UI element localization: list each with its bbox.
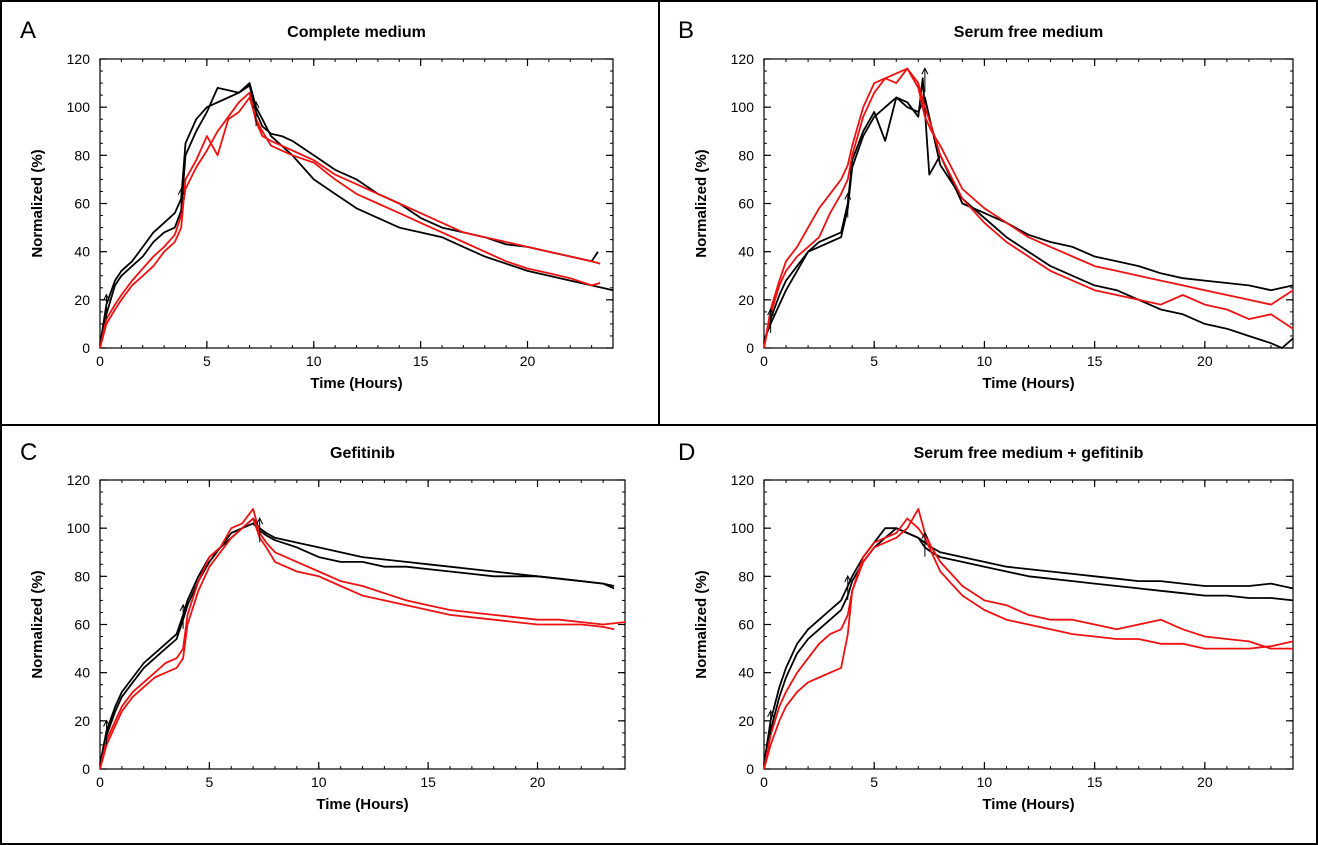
x-tick-label: 20 [1197, 353, 1213, 369]
panel-title: Serum free medium + gefitinib [914, 445, 1144, 462]
treatment-arrow-head [921, 531, 929, 539]
panel-b: B Serum free medium 0 5 10 15 20 0 20 40 60 80 100 12… [678, 17, 1294, 392]
y-tick-label: 80 [74, 568, 90, 584]
series-line-black-1 [99, 84, 599, 346]
x-axis-label: Time (Hours) [310, 375, 402, 392]
treatment-arrow-head [921, 67, 929, 75]
x-axis-label: Time (Hours) [316, 796, 408, 813]
x-tick-label: 10 [977, 774, 993, 790]
x-axis-label: Time (Hours) [982, 796, 1074, 813]
x-tick-label: 15 [420, 774, 436, 790]
y-tick-label: 120 [67, 472, 91, 488]
panel-letter: A [20, 17, 36, 44]
y-tick-label: 80 [74, 147, 90, 163]
treatment-arrow-head [102, 293, 110, 301]
treatment-arrow-head [252, 100, 260, 109]
y-tick-label: 120 [731, 51, 755, 67]
y-axis-label: Normalized (%) [29, 570, 46, 678]
y-tick-label: 80 [738, 568, 754, 584]
x-tick-label: 20 [1197, 774, 1213, 790]
y-tick-label: 100 [67, 99, 91, 115]
panel-letter: B [678, 17, 694, 44]
panel-letter: C [20, 439, 37, 466]
series-line-red-4 [99, 517, 615, 770]
treatment-arrow-head [844, 192, 852, 200]
x-tick-label: 0 [96, 353, 104, 369]
x-tick-label: 0 [96, 774, 104, 790]
series-line-red-3 [763, 517, 1294, 770]
treatment-arrow-head [844, 574, 852, 583]
x-tick-label: 10 [306, 353, 322, 369]
treatment-arrow-head [103, 719, 111, 727]
panel-c: C Gefitinib 0 5 10 15 20 0 20 40 60 80 100 120 Time (H… [20, 439, 626, 813]
y-axis-label: Normalized (%) [693, 570, 710, 678]
panel-a: A Complete medium 0 5 10 15 20 0 20 40 60 80 100 120 T… [20, 17, 614, 392]
y-tick-label: 40 [74, 665, 90, 681]
x-axis-label: Time (Hours) [982, 375, 1074, 392]
panel-title: Serum free medium [954, 24, 1103, 41]
y-tick-label: 40 [738, 244, 754, 260]
plot-area-border [763, 58, 1294, 349]
series-line-red-4 [99, 96, 601, 349]
x-tick-label: 5 [203, 353, 211, 369]
y-tick-label: 60 [738, 196, 754, 212]
y-tick-label: 20 [738, 292, 754, 308]
y-axis-label: Normalized (%) [29, 149, 46, 257]
y-tick-label: 0 [746, 761, 754, 777]
y-tick-label: 40 [738, 665, 754, 681]
y-tick-label: 0 [82, 761, 90, 777]
x-tick-label: 0 [760, 774, 768, 790]
series-line-red-3 [99, 91, 601, 349]
y-tick-label: 0 [746, 340, 754, 356]
y-tick-label: 60 [74, 617, 90, 633]
treatment-arrow-head [767, 307, 775, 316]
plot-area-border [99, 58, 614, 349]
y-tick-label: 20 [74, 713, 90, 729]
series-line-red-3 [763, 67, 1294, 349]
series-line-black-2 [99, 82, 614, 349]
x-tick-label: 15 [1087, 774, 1103, 790]
series-line-black-1 [99, 517, 615, 765]
series-line-black-2 [763, 527, 1294, 767]
panel-title: Gefitinib [330, 445, 395, 462]
y-tick-label: 20 [74, 292, 90, 308]
y-tick-label: 0 [82, 340, 90, 356]
treatment-arrow-head [767, 709, 775, 718]
x-tick-label: 0 [760, 353, 768, 369]
y-axis-label: Normalized (%) [693, 149, 710, 257]
x-tick-label: 10 [311, 774, 327, 790]
y-tick-label: 40 [74, 244, 90, 260]
panel-title: Complete medium [287, 24, 426, 41]
y-tick-label: 20 [738, 713, 754, 729]
x-tick-label: 20 [530, 774, 546, 790]
y-tick-label: 100 [731, 99, 755, 115]
treatment-arrow-head [177, 187, 185, 195]
y-tick-label: 80 [738, 147, 754, 163]
treatment-arrow-head [179, 603, 187, 612]
x-tick-label: 5 [870, 774, 878, 790]
y-tick-label: 100 [731, 520, 755, 536]
x-tick-label: 15 [413, 353, 429, 369]
series-line-red-4 [763, 67, 1294, 349]
treatment-arrow-head [256, 517, 264, 525]
x-tick-label: 5 [205, 774, 213, 790]
y-tick-label: 60 [738, 617, 754, 633]
y-tick-label: 60 [74, 196, 90, 212]
series-line-red-3 [99, 507, 626, 770]
y-tick-label: 120 [731, 472, 755, 488]
y-tick-label: 100 [67, 520, 91, 536]
y-tick-label: 120 [67, 51, 91, 67]
x-tick-label: 5 [870, 353, 878, 369]
panel-letter: D [678, 439, 695, 466]
series-line-black-2 [99, 522, 615, 767]
panel-d: D Serum free medium + gefitinib 0 5 10 15 20 0 2… [678, 439, 1294, 813]
series-line-black-1 [763, 77, 1294, 344]
x-tick-label: 20 [520, 353, 536, 369]
x-tick-label: 15 [1087, 353, 1103, 369]
series-line-black-1 [763, 527, 1294, 765]
x-tick-label: 10 [977, 353, 993, 369]
series-line-red-4 [763, 507, 1293, 770]
